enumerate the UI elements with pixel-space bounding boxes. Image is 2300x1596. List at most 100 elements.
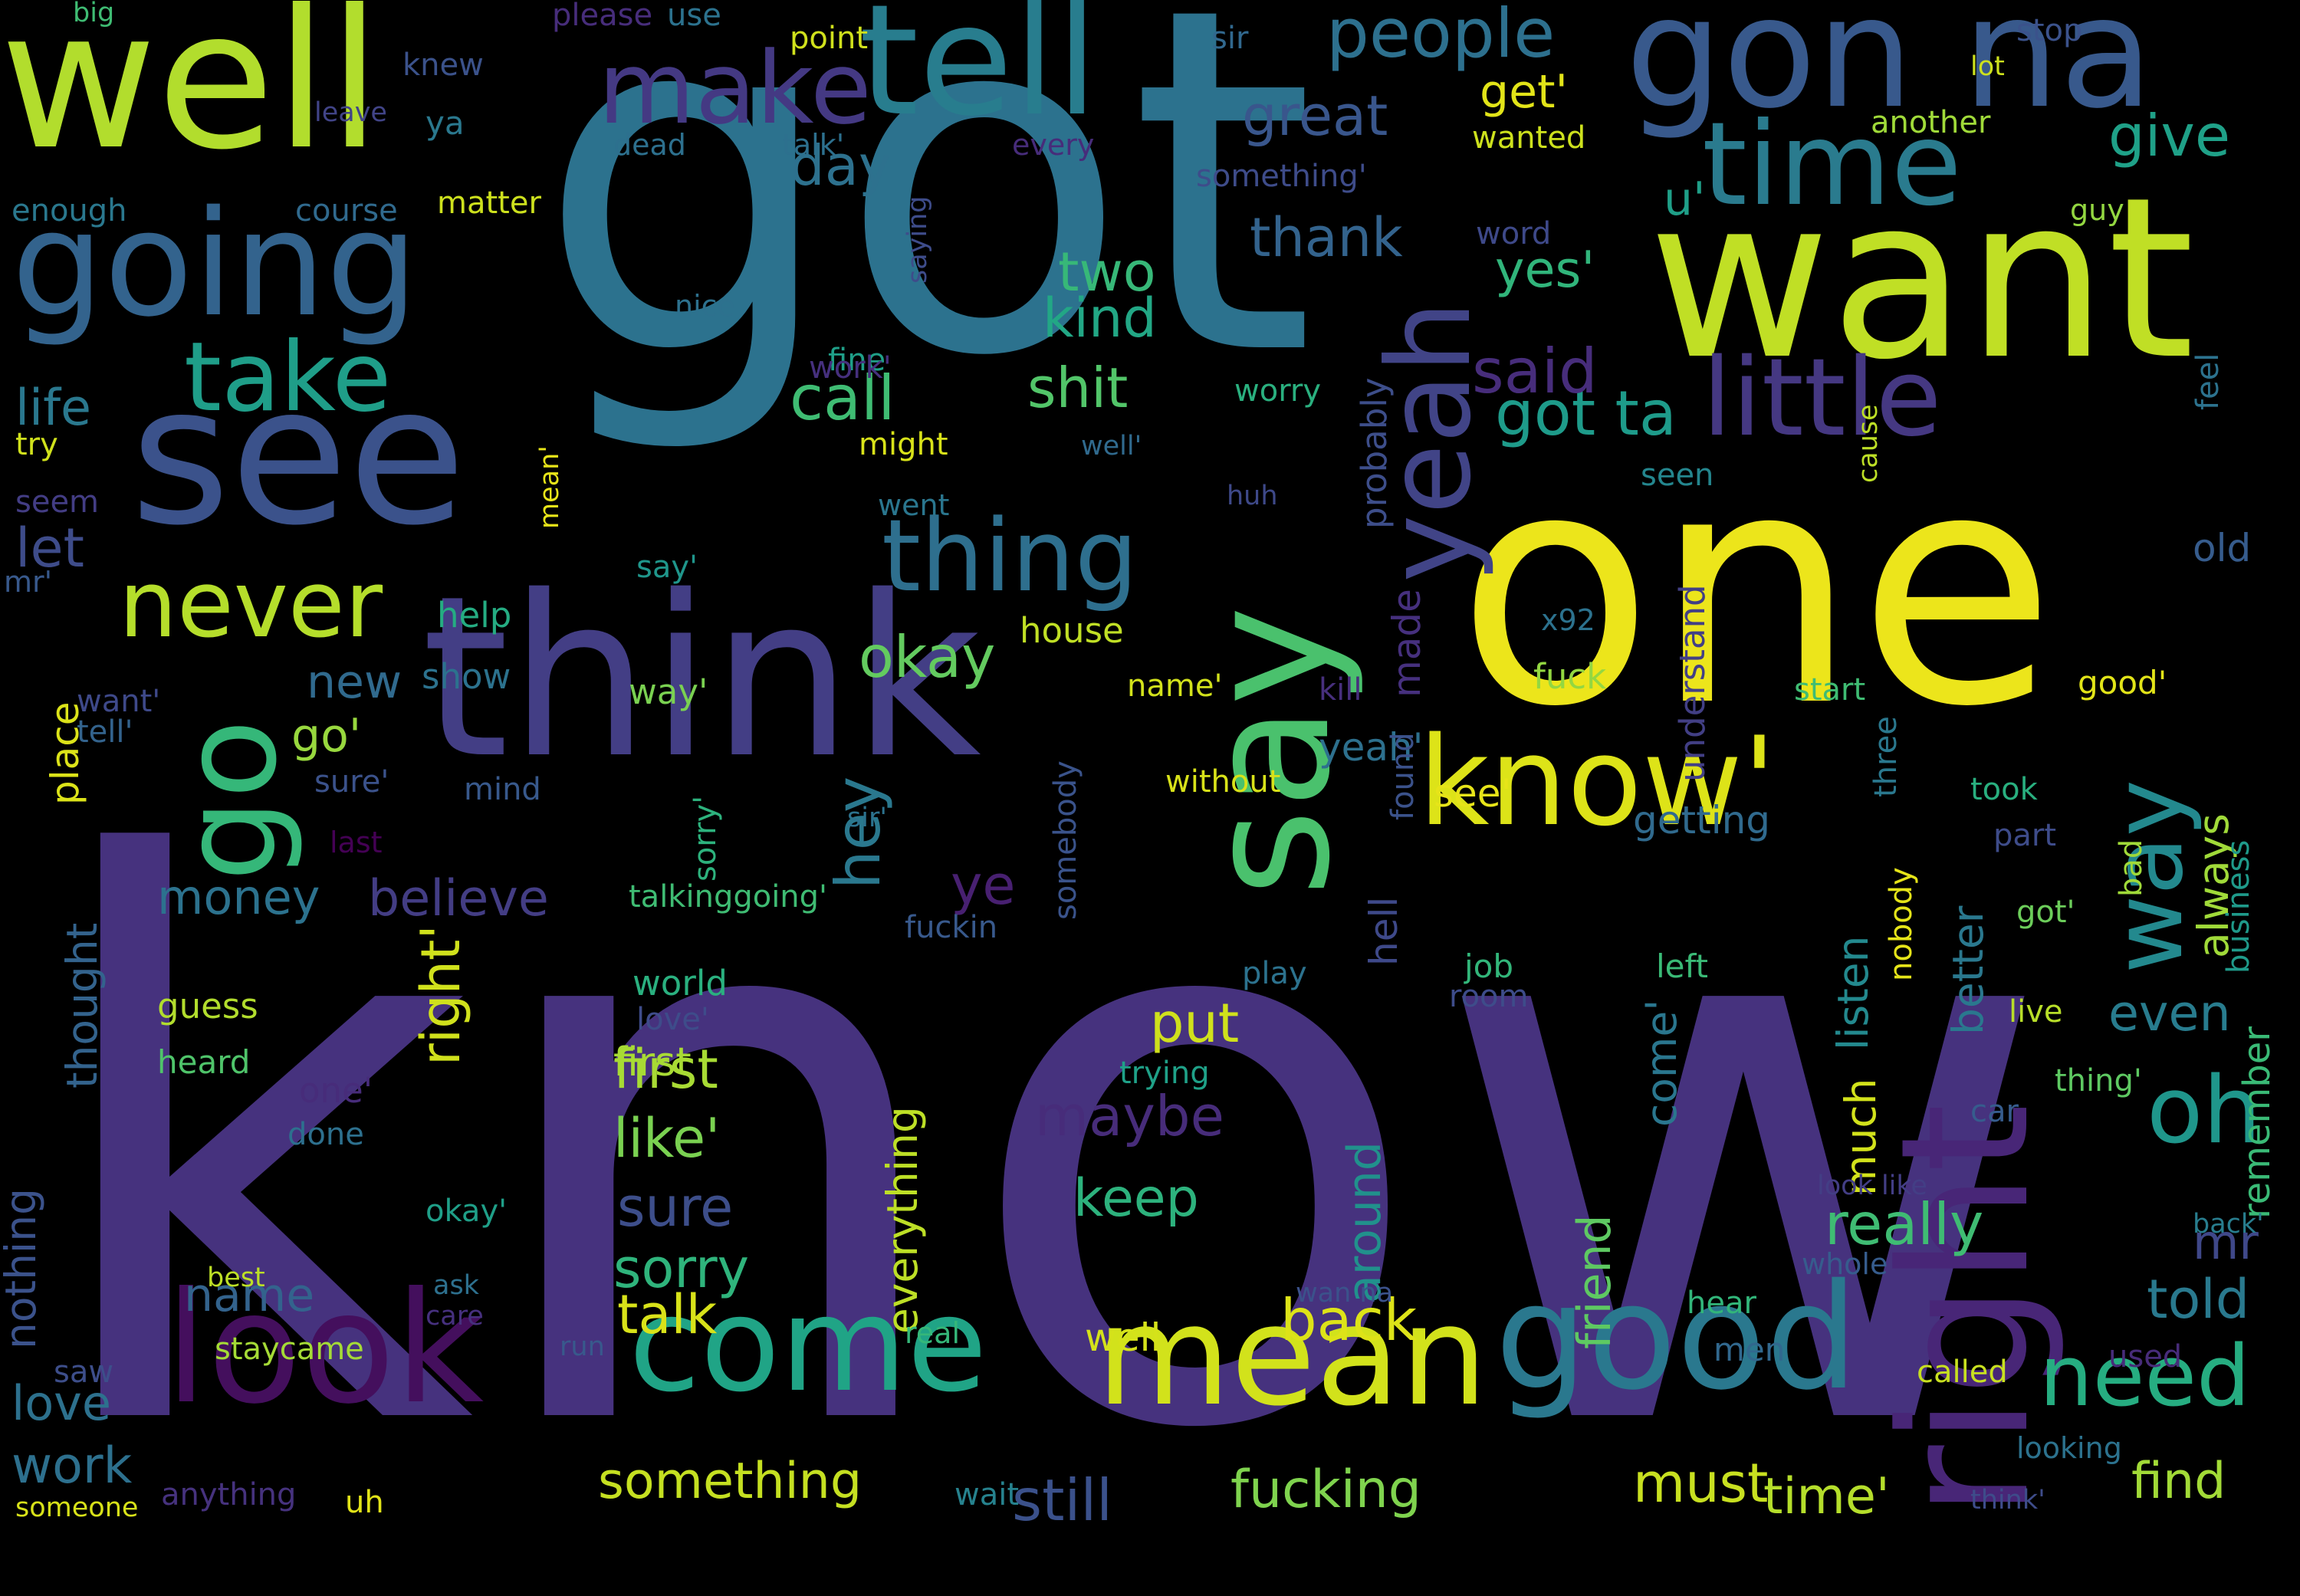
word-sorry-quote: sorry' (688, 795, 723, 882)
word-try: try (15, 427, 58, 462)
word-best: best (207, 1263, 265, 1293)
word-looking: looking (2016, 1431, 2122, 1465)
word-matter: matter (437, 186, 541, 221)
word-need: need (2039, 1327, 2250, 1425)
word-great: great (1242, 84, 1388, 148)
word-leave: leave (314, 97, 387, 128)
word-lot: lot (1970, 51, 2005, 82)
word-time: time (1702, 98, 1962, 232)
word-anything: anything (161, 1477, 297, 1512)
word-never: never (119, 552, 383, 658)
word-maybe: maybe (1035, 1084, 1224, 1148)
word-way-quote: way' (629, 672, 708, 712)
word-every: every (1012, 128, 1095, 162)
word-oh: oh (2147, 1058, 2262, 1164)
word-world: world (632, 963, 728, 1003)
word-find: find (2131, 1453, 2226, 1510)
word-worry: worry (1234, 373, 1322, 409)
word-found: found (1385, 732, 1421, 820)
word-everything: everything (878, 1106, 927, 1334)
word-give: give (2108, 102, 2230, 169)
word-work: work (12, 1437, 133, 1495)
word-told: told (2147, 1268, 2250, 1331)
word-time-quote: time' (1763, 1468, 1890, 1525)
word-trying: trying (1119, 1056, 1210, 1091)
word-said: said (1472, 336, 1598, 407)
word-thank: thank (1250, 206, 1403, 269)
word-understand: understand (1672, 584, 1713, 782)
word-believe: believe (368, 870, 549, 928)
word-sure-quote: sure' (314, 764, 389, 800)
word-right-quote: right' (409, 924, 472, 1066)
word-play: play (1242, 956, 1307, 991)
word-got-ta: got ta (1495, 378, 1677, 449)
word-thing: thing (882, 498, 1138, 614)
word-get-quote: get' (1480, 65, 1569, 119)
word-think-quote: think' (1970, 1485, 2045, 1516)
word-friend: friend (1568, 1214, 1622, 1350)
word-come: come (629, 1269, 987, 1421)
word-x92: x92 (1541, 603, 1595, 637)
word-mr: mr (2193, 1214, 2259, 1270)
word-saw: saw (54, 1355, 114, 1390)
word-men: men (1714, 1331, 1786, 1368)
word-take: take (184, 322, 392, 433)
word-well-quote: well' (1081, 431, 1142, 461)
word-kind: kind (1043, 287, 1157, 350)
word-think: think (422, 549, 981, 807)
word-run: run (560, 1332, 605, 1362)
word-course: course (295, 193, 398, 228)
word-used: used (2108, 1339, 2183, 1374)
word-fuck: fuck (1533, 656, 1607, 697)
word-okay-quote: okay' (426, 1194, 508, 1229)
word-got-quote: got' (2016, 895, 2075, 930)
word-car: car (1970, 1094, 2019, 1129)
word-put: put (1150, 992, 1240, 1055)
word-kill: kill (1319, 672, 1362, 708)
word-work-quote: work' (809, 350, 892, 386)
word-three: three (1868, 716, 1904, 797)
word-seen: seen (1641, 458, 1714, 493)
word-good-quote: good' (2078, 664, 2167, 701)
word-word: word (1476, 216, 1552, 251)
word-money: money (157, 869, 320, 925)
word-mean: mean (1096, 1276, 1488, 1437)
word-look-like: look like (1817, 1171, 1927, 1201)
word-use: use (667, 0, 721, 33)
word-staycame: staycame (215, 1332, 364, 1367)
word-seem: seem (15, 484, 100, 520)
word-got: got (537, 0, 1316, 460)
word-tell-quote: tell' (77, 714, 133, 750)
word-remember: remember (2236, 1026, 2279, 1219)
word-done: done (288, 1117, 364, 1152)
word-talk: talk (617, 1283, 718, 1346)
word-fine: fine (828, 343, 886, 378)
word-made: made (1385, 589, 1429, 698)
word-feel: feel (2190, 353, 2226, 410)
word-guy: guy (2070, 193, 2124, 227)
word-want: want (1648, 150, 2195, 409)
word-nobody: nobody (1884, 867, 1919, 981)
word-one-quote: one' (299, 1070, 373, 1111)
word-see: see (130, 344, 466, 567)
word-called: called (1917, 1355, 2008, 1390)
word-back-quote: back' (2193, 1209, 2264, 1240)
word-say-quote: say' (636, 550, 698, 585)
word-name-quote: name' (1127, 668, 1223, 704)
word-going: going (12, 179, 419, 349)
word-knew: knew (402, 48, 484, 83)
word-u-quote: u' (1664, 172, 1706, 226)
word-sir-quote: sir' (847, 803, 887, 833)
word-hell: hell (1362, 896, 1406, 966)
word-love: love (12, 1375, 111, 1431)
word-stop: stop (2016, 13, 2083, 48)
word-job: job (1464, 947, 1514, 985)
word-want-quote: want' (77, 684, 161, 719)
word-bad: bad (2114, 839, 2149, 897)
word-little: little (1702, 336, 1942, 461)
word-yes-quote: yes' (1495, 241, 1595, 299)
word-something-quote: something' (1196, 159, 1367, 194)
word-live: live (2009, 994, 2063, 1030)
word-show: show (422, 656, 511, 697)
word-know-quote: know' (1418, 710, 1776, 853)
